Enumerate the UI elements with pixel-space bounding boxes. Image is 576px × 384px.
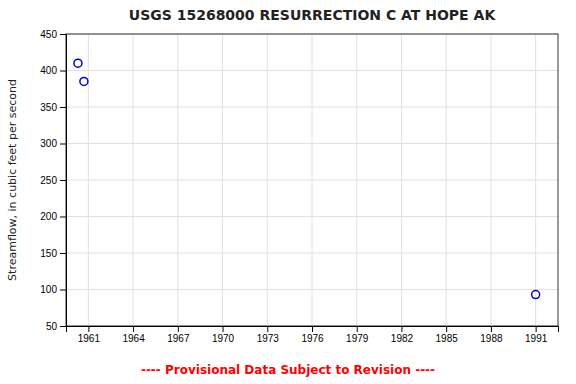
x-tick: 1991 xyxy=(525,326,548,344)
y-axis-title: Streamflow, in cubic feet per second xyxy=(6,79,19,281)
y-tick-mark xyxy=(60,326,66,327)
y-axis: 50 100 150 200 250 300 350 400 450 xyxy=(40,29,66,332)
y-tick: 450 xyxy=(40,29,66,40)
x-tick-mark xyxy=(267,326,268,332)
y-tick: 100 xyxy=(40,284,66,295)
x-tick-mark xyxy=(223,326,224,332)
x-tick: 1976 xyxy=(301,326,324,344)
x-tick: 1970 xyxy=(212,326,235,344)
y-tick-label: 450 xyxy=(40,29,57,40)
x-tick-label: 1979 xyxy=(346,333,369,344)
y-tick-mark xyxy=(60,144,66,145)
x-tick-mark xyxy=(446,326,447,332)
x-tick-label: 1964 xyxy=(122,333,145,344)
y-tick-label: 50 xyxy=(46,321,58,332)
y-tick-mark xyxy=(60,34,66,35)
y-tick: 50 xyxy=(46,321,66,332)
x-tick-label: 1961 xyxy=(78,333,101,344)
x-tick-mark xyxy=(357,326,358,332)
point xyxy=(532,291,540,299)
y-tick-mark xyxy=(60,71,66,72)
x-tick: 1985 xyxy=(436,326,459,344)
y-tick-mark xyxy=(60,253,66,254)
grid-line-y xyxy=(66,216,558,217)
y-tick-label: 400 xyxy=(40,65,57,76)
x-tick: 1979 xyxy=(346,326,369,344)
y-tick: 300 xyxy=(40,138,66,149)
y-tick-label: 250 xyxy=(40,175,57,186)
x-axis-line xyxy=(67,327,559,333)
y-tick-mark xyxy=(60,290,66,291)
x-axis: 1961 1964 1967 1970 1973 1976 1979 1982 1985 1988… xyxy=(67,326,559,344)
x-tick-mark xyxy=(178,326,179,332)
x-tick-label: 1988 xyxy=(480,333,503,344)
x-tick: 1973 xyxy=(257,326,280,344)
x-tick-label: 1982 xyxy=(391,333,414,344)
y-axis-line xyxy=(60,35,67,327)
plot: 1961 1964 1967 1970 1973 1976 1979 1982 1985 1988… xyxy=(40,29,558,344)
y-tick: 150 xyxy=(40,248,66,259)
x-tick: 1982 xyxy=(391,326,414,344)
point xyxy=(74,59,82,67)
x-tick-mark xyxy=(312,326,313,332)
grid-line-y xyxy=(66,289,558,290)
grid-line-y xyxy=(66,143,558,144)
point xyxy=(80,77,88,85)
grid-line-y xyxy=(66,253,558,254)
plot-frame xyxy=(66,34,558,326)
x-tick-label: 1973 xyxy=(257,333,280,344)
y-tick-label: 200 xyxy=(40,211,57,222)
x-tick-mark xyxy=(133,326,134,332)
title: USGS 15268000 RESURRECTION C AT HOPE AK xyxy=(129,7,497,23)
x-tick: 1964 xyxy=(122,326,145,344)
y-tick: 350 xyxy=(40,102,66,113)
y-tick-mark xyxy=(60,217,66,218)
x-tick-mark xyxy=(491,326,492,332)
x-tick: 1961 xyxy=(78,326,101,344)
x-tick-label: 1991 xyxy=(525,333,548,344)
y-tick-label: 150 xyxy=(40,248,57,259)
x-tick-mark xyxy=(536,326,537,332)
grid-line-y xyxy=(66,180,558,181)
y-tick-label: 100 xyxy=(40,284,57,295)
x-tick-label: 1985 xyxy=(436,333,459,344)
annotation: ---- Provisional Data Subject to Revisio… xyxy=(141,363,435,377)
y-tick: 250 xyxy=(40,175,66,186)
y-tick-mark xyxy=(60,180,66,181)
x-tick-mark xyxy=(401,326,402,332)
grid xyxy=(66,34,558,326)
x-tick: 1967 xyxy=(167,326,190,344)
x-tick-label: 1970 xyxy=(212,333,235,344)
y-tick-label: 300 xyxy=(40,138,57,149)
chart: 1961 1964 1967 1970 1973 1976 1979 1982 1985 1988… xyxy=(0,0,576,384)
y-tick: 200 xyxy=(40,211,66,222)
y-tick-mark xyxy=(60,107,66,108)
x-tick-label: 1967 xyxy=(167,333,190,344)
x-tick: 1988 xyxy=(480,326,503,344)
x-tick-label: 1976 xyxy=(301,333,324,344)
y-tick-label: 350 xyxy=(40,102,57,113)
y-tick: 400 xyxy=(40,65,66,76)
points xyxy=(74,59,540,298)
grid-line-y xyxy=(66,70,558,71)
grid-line-y xyxy=(66,107,558,108)
x-tick-mark xyxy=(88,326,89,332)
